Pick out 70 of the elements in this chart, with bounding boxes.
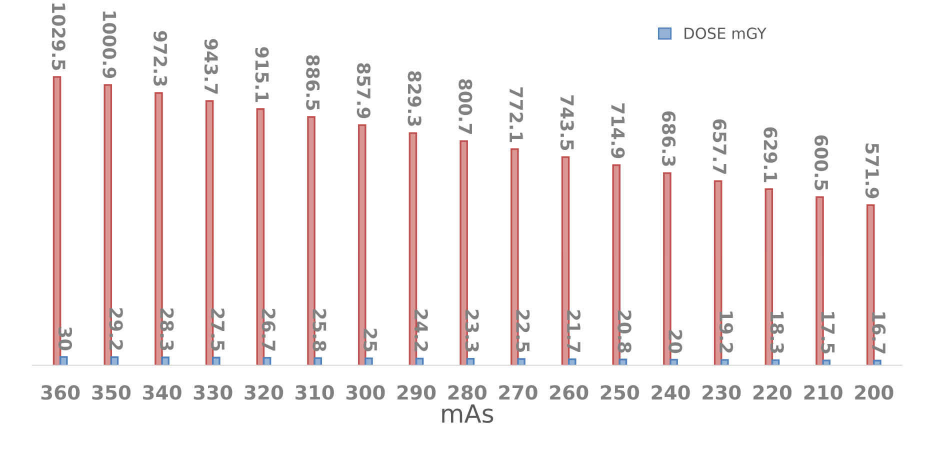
x-axis-title: mAs — [442, 404, 494, 423]
bar — [517, 358, 526, 366]
data-label: 17.5 — [821, 312, 835, 354]
data-label: 743.5 — [560, 95, 574, 150]
data-label: 16.7 — [872, 312, 886, 354]
data-label: 600.5 — [814, 135, 828, 190]
bar — [415, 358, 424, 366]
data-label: 972.3 — [153, 31, 168, 86]
bar — [314, 357, 322, 366]
data-label: 772.1 — [510, 87, 524, 142]
x-tick-label: 360 — [41, 385, 80, 400]
data-label: 657.7 — [712, 119, 726, 174]
data-label: 18.3 — [770, 312, 784, 353]
data-label: 28.3 — [160, 308, 174, 350]
data-label: 915.1 — [255, 47, 269, 102]
data-label: 23.3 — [465, 310, 479, 352]
data-label: 1029.5 — [52, 4, 66, 70]
x-tick-label: 200 — [855, 385, 894, 400]
data-label: 571.9 — [865, 144, 880, 198]
x-tick-label: 300 — [346, 385, 385, 400]
x-tick-label: 310 — [296, 385, 334, 400]
x-tick-label: 330 — [194, 385, 232, 400]
data-label: 1000.9 — [102, 12, 116, 78]
x-tick-label: 250 — [600, 385, 640, 400]
bar — [262, 356, 272, 366]
bar — [618, 358, 628, 366]
data-label: 20 — [668, 330, 682, 354]
bar — [568, 358, 576, 366]
x-tick-label: 220 — [753, 385, 792, 400]
legend-label: DOSE mGY — [684, 28, 766, 40]
bar — [822, 360, 831, 366]
data-label: 27.5 — [210, 308, 225, 351]
x-tick-label: 210 — [804, 385, 842, 400]
x-tick-label: 240 — [652, 385, 690, 400]
data-label: 25 — [363, 328, 378, 352]
bar — [670, 358, 678, 366]
data-label: 829.3 — [408, 71, 422, 126]
x-tick-label: 260 — [550, 385, 588, 400]
bar — [364, 357, 373, 366]
bar — [161, 356, 170, 366]
bar — [60, 356, 68, 366]
data-label: 22.5 — [516, 310, 530, 352]
data-label: 21.7 — [567, 310, 581, 352]
x-tick-label: 320 — [244, 385, 284, 400]
data-label: 26.7 — [262, 308, 276, 351]
data-label: 25.8 — [312, 309, 326, 352]
bar — [771, 359, 780, 366]
x-tick-label: 290 — [398, 385, 436, 400]
data-label: 629.1 — [764, 127, 778, 182]
data-label: 20.8 — [618, 310, 632, 353]
data-label: 800.7 — [458, 79, 472, 134]
x-tick-label: 230 — [702, 385, 741, 400]
data-label: 886.5 — [306, 55, 320, 110]
bar — [720, 359, 729, 366]
x-tick-label: 280 — [448, 385, 486, 400]
bar — [466, 358, 475, 366]
bar — [212, 356, 220, 366]
data-label: 29.2 — [109, 308, 123, 350]
bar — [873, 360, 882, 366]
x-tick-label: 340 — [143, 385, 182, 400]
x-tick-label: 270 — [499, 385, 538, 400]
x-tick-label: 350 — [92, 385, 131, 400]
bar — [110, 356, 119, 366]
data-label: 943.7 — [204, 39, 218, 94]
data-label: 24.2 — [414, 310, 428, 352]
data-label: 30 — [58, 327, 72, 350]
data-label: 857.9 — [356, 63, 371, 118]
data-label: 19.2 — [719, 312, 734, 353]
data-label: 686.3 — [662, 111, 676, 166]
data-label: 714.9 — [611, 103, 625, 158]
